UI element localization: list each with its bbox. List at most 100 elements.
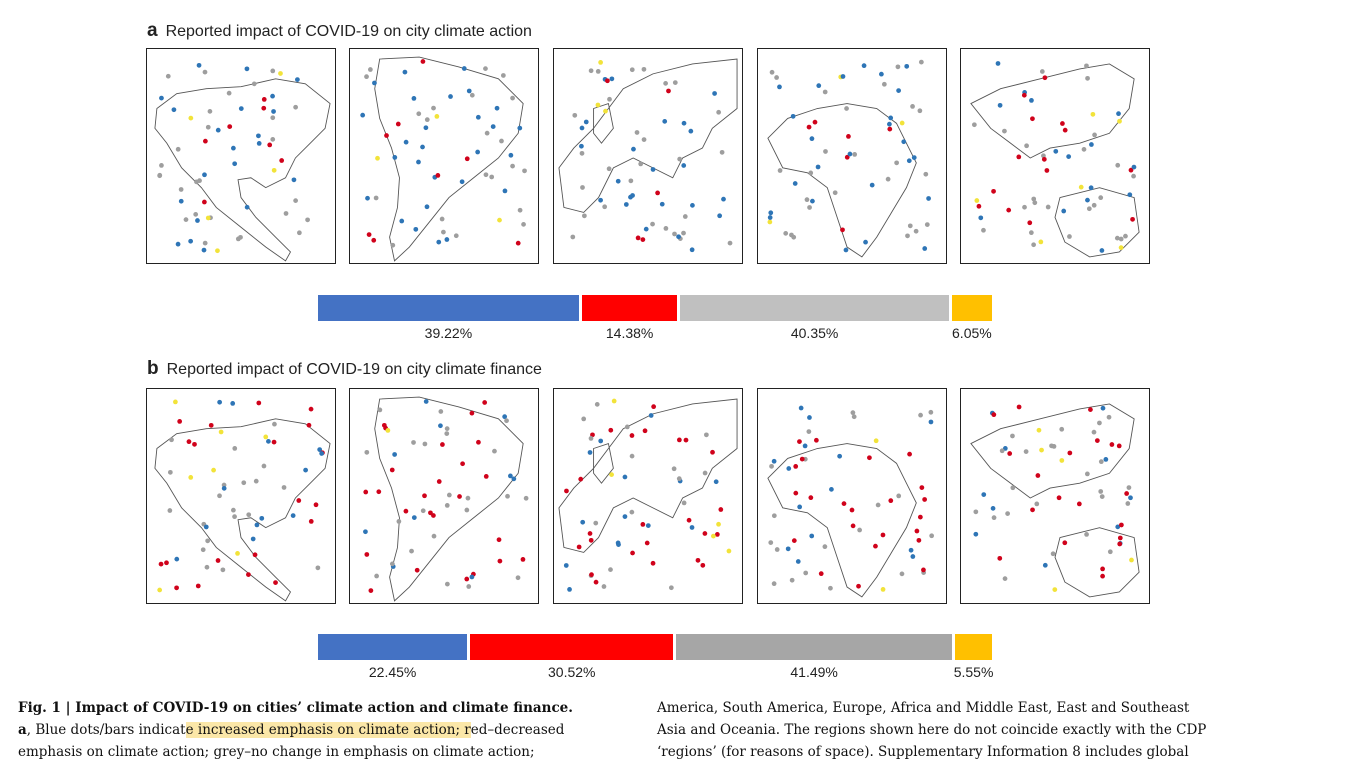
city-dot — [803, 570, 809, 576]
city-dot — [175, 146, 181, 152]
city-dot — [402, 69, 408, 75]
city-dot — [297, 230, 302, 236]
city-dot — [896, 88, 901, 93]
city-dot — [587, 531, 593, 536]
city-dot — [290, 513, 296, 518]
panel-a-east-asia-oceania-map — [960, 48, 1150, 264]
city-dot — [511, 476, 517, 482]
city-dot — [609, 472, 614, 478]
city-dot — [157, 587, 163, 593]
city-dot — [271, 167, 277, 173]
city-dot — [809, 136, 815, 142]
city-dot — [608, 427, 614, 433]
city-dot — [1091, 429, 1097, 435]
city-dot — [221, 486, 227, 491]
city-dot — [313, 502, 319, 508]
city-dot — [1103, 457, 1109, 462]
caption-highlight: e increased emphasis on climate action; … — [185, 722, 471, 738]
city-dot — [1117, 118, 1122, 124]
panel-a-europe-map-svg — [558, 58, 738, 253]
city-dot — [690, 203, 695, 208]
city-dot — [1100, 566, 1105, 572]
city-dot — [777, 168, 783, 173]
city-dot — [202, 69, 208, 75]
city-dot — [372, 80, 377, 86]
panel-b-bar-segment-decreased — [470, 634, 674, 660]
panel-b-bar-label-other: 5.55% — [953, 664, 994, 680]
coastline-outline — [154, 78, 331, 262]
caption-text-3: emphasis on climate action; grey–no chan… — [18, 744, 535, 760]
city-dot — [598, 60, 603, 65]
city-dot — [1028, 230, 1034, 236]
city-dot — [888, 498, 894, 504]
city-dot — [207, 109, 213, 114]
city-dot — [922, 246, 928, 251]
city-dot — [810, 198, 815, 204]
city-dot — [815, 164, 821, 170]
city-dot — [896, 493, 902, 499]
city-dot — [368, 588, 374, 593]
city-dot — [710, 449, 715, 455]
city-dot — [1039, 447, 1044, 453]
city-dot — [497, 217, 502, 223]
city-dot — [392, 155, 398, 160]
city-dot — [254, 522, 260, 528]
city-dot — [215, 127, 221, 133]
city-dot — [1098, 195, 1104, 201]
city-dot — [712, 91, 717, 96]
city-dot — [844, 154, 850, 160]
city-dot — [676, 437, 682, 443]
city-dot — [1056, 495, 1062, 501]
city-dot — [911, 155, 917, 160]
city-dot — [976, 203, 982, 209]
city-dot — [1010, 485, 1016, 491]
city-dot — [203, 524, 209, 530]
city-dot — [899, 571, 905, 577]
city-dot — [515, 575, 521, 581]
city-dot — [159, 95, 164, 101]
city-dot — [188, 115, 194, 121]
city-dot — [608, 567, 613, 572]
city-dot — [672, 231, 677, 237]
panel-b-bar-label-decreased: 30.52% — [547, 664, 596, 680]
city-dot — [422, 441, 428, 447]
city-dot — [995, 61, 1001, 66]
city-dot — [499, 138, 504, 144]
panel-a-north-america-map-svg — [154, 62, 331, 262]
figure-caption-left: Fig. 1 | Impact of COVID-19 on cities’ c… — [18, 697, 638, 763]
city-dot — [1045, 204, 1051, 210]
city-dot — [423, 399, 429, 404]
city-dot — [475, 114, 481, 120]
city-dot — [1042, 75, 1048, 81]
city-dot — [466, 88, 472, 94]
city-dot — [446, 492, 452, 498]
city-dot — [777, 84, 782, 90]
city-dot — [1076, 501, 1082, 507]
city-dot — [582, 213, 587, 219]
city-dot — [1117, 535, 1123, 541]
city-dot — [808, 495, 814, 501]
city-dot — [671, 466, 677, 472]
city-dot — [681, 230, 686, 236]
city-dot — [1088, 407, 1093, 412]
city-dot — [593, 520, 599, 526]
panel-b-bar-label-increased: 22.45% — [368, 664, 417, 680]
city-dot — [711, 533, 716, 539]
city-dot — [880, 587, 886, 592]
city-dot — [873, 438, 879, 444]
city-dot — [795, 559, 801, 564]
city-dot — [655, 190, 660, 196]
city-dot — [973, 509, 979, 515]
city-dot — [389, 467, 395, 473]
city-dot — [631, 146, 636, 152]
city-dot — [392, 452, 397, 457]
city-dot — [1128, 495, 1133, 501]
city-dot — [496, 537, 502, 543]
city-dot — [1016, 404, 1022, 410]
city-dot — [1084, 63, 1089, 69]
city-dot — [1061, 208, 1067, 214]
city-dot — [914, 528, 920, 534]
city-dot — [1089, 142, 1094, 147]
city-dot — [1059, 458, 1065, 463]
city-dot — [894, 160, 899, 166]
